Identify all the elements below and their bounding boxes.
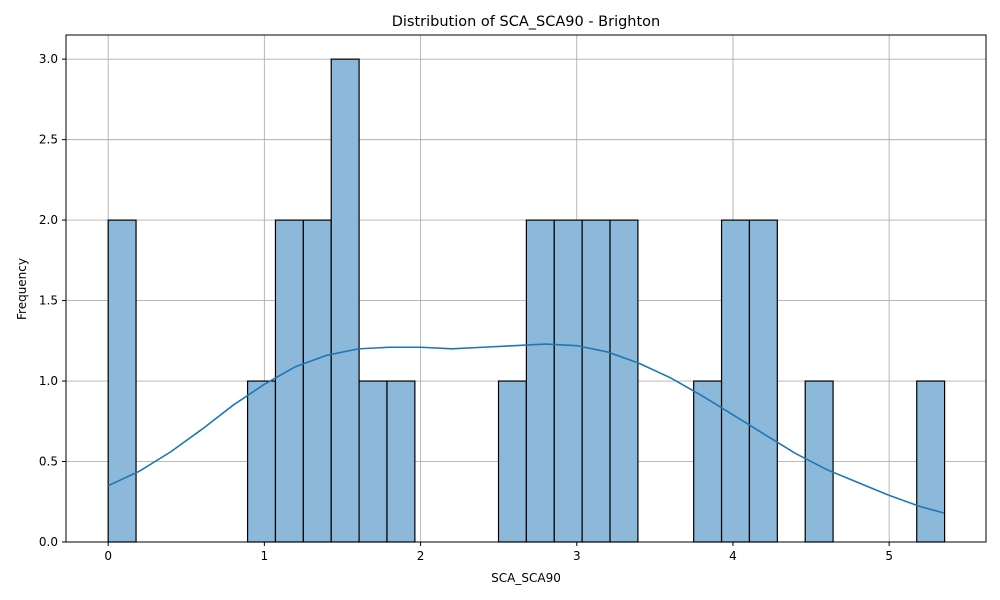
y-tick-label: 1.0 [39, 374, 58, 388]
histogram-bar [246, 380, 277, 543]
kde-curve [107, 343, 945, 514]
y-tick-label: 2.0 [39, 213, 58, 227]
x-tick-label: 2 [417, 549, 425, 563]
y-axis-label: Frequency [15, 258, 29, 320]
histogram-bar [581, 219, 611, 543]
histogram-bar [386, 380, 416, 543]
y-tick-label: 3.0 [39, 52, 58, 66]
x-tick-label: 4 [729, 549, 737, 563]
chart-title: Distribution of SCA_SCA90 - Brighton [392, 14, 661, 30]
bars-layer [107, 58, 946, 543]
histogram-bar [720, 219, 751, 543]
y-tick-label: 1.5 [39, 294, 58, 308]
x-tick-label: 3 [573, 549, 581, 563]
y-tick-label: 0.0 [39, 535, 58, 549]
x-tick-label: 5 [885, 549, 893, 563]
histogram-bar [107, 219, 137, 543]
histogram-bar [553, 219, 583, 543]
histogram-bar [525, 219, 555, 543]
histogram-bar [302, 219, 332, 543]
y-tick-label: 0.5 [39, 455, 58, 469]
histogram-bar [358, 380, 388, 543]
histogram-bar [274, 219, 304, 543]
histogram-bar [693, 380, 723, 543]
ticks-layer: 0 1 2 3 4 5 0.0 0.5 1.0 1.5 2.0 2.5 3.0 [39, 52, 893, 563]
x-tick-label: 0 [104, 549, 112, 563]
kde-layer [107, 343, 945, 514]
y-tick-label: 2.5 [39, 133, 58, 147]
x-tick-label: 1 [261, 549, 269, 563]
histogram-bar [330, 58, 360, 543]
histogram-bar [497, 380, 527, 543]
histogram-bar [916, 380, 946, 543]
histogram-bar [609, 219, 639, 543]
x-axis-label: SCA_SCA90 [491, 571, 561, 585]
histogram-bar [748, 219, 778, 543]
plot-frame [65, 34, 987, 543]
